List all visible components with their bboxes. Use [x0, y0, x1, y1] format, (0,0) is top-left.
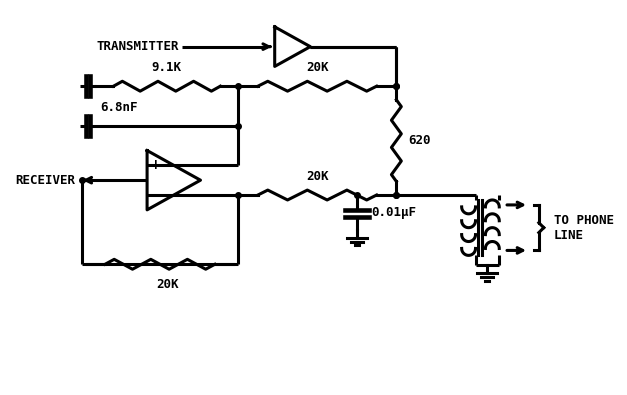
Text: TRANSMITTER: TRANSMITTER [96, 40, 179, 53]
Text: 9.1K: 9.1K [152, 61, 182, 74]
Text: 620: 620 [408, 134, 431, 147]
Text: +: + [149, 158, 161, 172]
Text: 0.01μF: 0.01μF [372, 206, 417, 219]
Text: −: − [149, 188, 161, 202]
Text: 6.8nF: 6.8nF [101, 101, 138, 114]
Text: TO PHONE
LINE: TO PHONE LINE [554, 214, 614, 242]
Text: 20K: 20K [156, 278, 179, 291]
Text: RECEIVER: RECEIVER [15, 174, 75, 187]
Text: 20K: 20K [306, 61, 329, 74]
Text: 20K: 20K [306, 170, 329, 183]
